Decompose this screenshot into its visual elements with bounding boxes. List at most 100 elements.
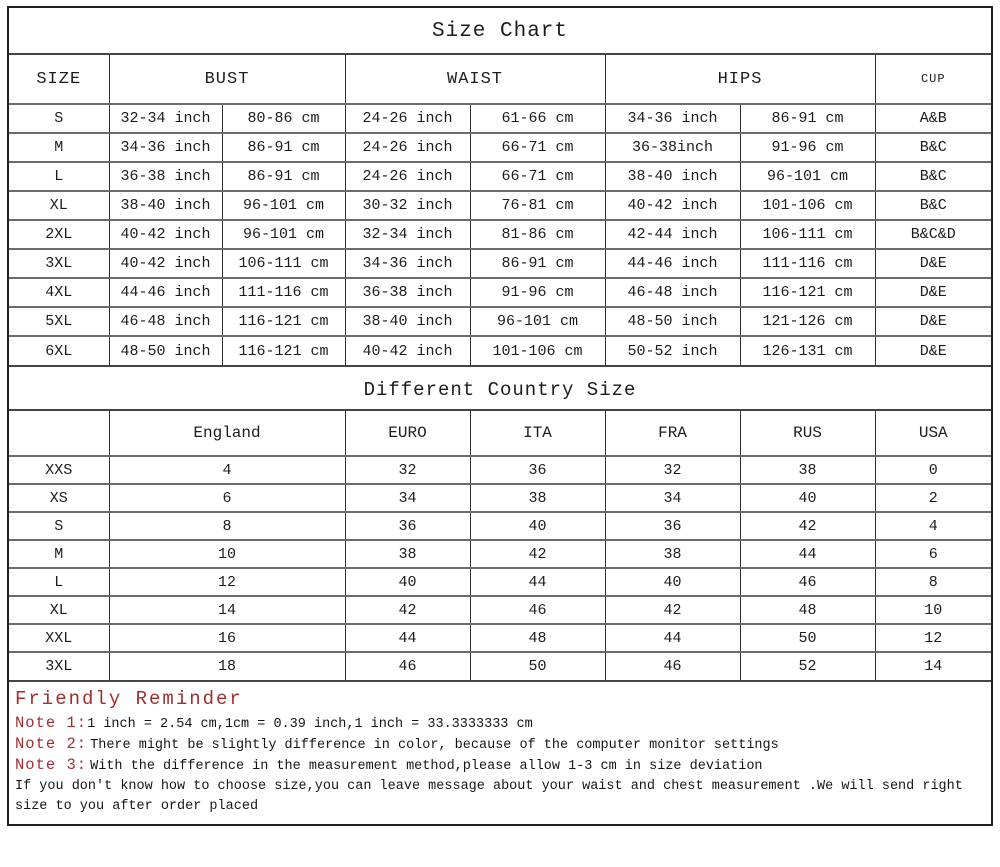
cell: 30-32 inch — [344, 190, 471, 221]
note-1-text: 1 inch = 2.54 cm,1cm = 0.39 inch,1 inch … — [87, 717, 533, 732]
size-row: XL 38-40 inch 96-101 cm 30-32 inch 76-81 cm 4… — [9, 190, 991, 221]
cell: 40 — [469, 511, 606, 541]
cell: 96-101 cm — [469, 306, 606, 337]
cell: 36-38 inch — [344, 277, 471, 308]
cell: 42-44 inch — [604, 219, 741, 250]
cell: 38-40 inch — [604, 161, 741, 192]
cell: 36 — [344, 511, 471, 541]
cell: 40 — [739, 483, 876, 513]
cell: B&C — [874, 190, 991, 221]
cell: 34 — [344, 483, 471, 513]
size-label-cell: 4XL — [9, 277, 110, 308]
note-1: Note 1:1 inch = 2.54 cm,1cm = 0.39 inch,… — [15, 714, 985, 732]
col-header-bust: BUST — [108, 55, 346, 105]
cell: 91-96 cm — [469, 277, 606, 308]
cell: 24-26 inch — [344, 161, 471, 192]
note-3: Note 3: With the difference in the measur… — [15, 756, 985, 774]
size-row: 3XL 40-42 inch 106-111 cm 34-36 inch 86-91 c… — [9, 248, 991, 279]
cell: 44 — [344, 623, 471, 653]
cell: 40-42 inch — [108, 248, 223, 279]
country-row: XXS 4 32 36 32 38 0 — [9, 455, 991, 485]
size-label-cell: M — [9, 132, 110, 163]
size-label-cell: M — [9, 539, 110, 569]
cell: 91-96 cm — [739, 132, 876, 163]
country-row: 3XL 18 46 50 46 52 14 — [9, 651, 991, 680]
size-row: M 34-36 inch 86-91 cm 24-26 inch 66-71 cm 36-… — [9, 132, 991, 163]
note-1-label: Note 1: — [15, 714, 88, 732]
cell: 121-126 cm — [739, 306, 876, 337]
country-size-title: Different Country Size — [9, 365, 991, 411]
cell: 46 — [739, 567, 876, 597]
cell: 36-38inch — [604, 132, 741, 163]
cell: 42 — [469, 539, 606, 569]
cell: 14 — [108, 595, 346, 625]
cell: 24-26 inch — [344, 103, 471, 134]
cell: 18 — [108, 651, 346, 680]
col-header-empty — [9, 411, 110, 457]
country-row: S 8 36 40 36 42 4 — [9, 511, 991, 541]
size-label-cell: XXS — [9, 455, 110, 485]
col-header-cup: CUP — [874, 55, 991, 105]
cell: 34 — [604, 483, 741, 513]
cell: 40 — [344, 567, 471, 597]
cell: 106-111 cm — [739, 219, 876, 250]
cell: 44 — [469, 567, 606, 597]
cell: 46 — [344, 651, 471, 680]
cell: 80-86 cm — [221, 103, 346, 134]
cell: 101-106 cm — [469, 335, 606, 365]
cell: 101-106 cm — [739, 190, 876, 221]
cell: 96-101 cm — [739, 161, 876, 192]
cell: 38 — [344, 539, 471, 569]
cell: B&C&D — [874, 219, 991, 250]
cell: 4 — [108, 455, 346, 485]
cell: 32-34 inch — [108, 103, 223, 134]
size-chart-sheet: Size Chart SIZE BUST WAIST HIPS CUP S 32-… — [7, 6, 993, 827]
note-2-label: Note 2: — [15, 735, 88, 753]
country-row: XXL 16 44 48 44 50 12 — [9, 623, 991, 653]
size-row: 2XL 40-42 inch 96-101 cm 32-34 inch 81-86 cm… — [9, 219, 991, 250]
cell: 14 — [874, 651, 991, 680]
country-size-table: England EURO ITA FRA RUS USA XXS 4 32 36 32 3… — [9, 411, 991, 680]
cell: 24-26 inch — [344, 132, 471, 163]
cell: 66-71 cm — [469, 161, 606, 192]
note-2-text: There might be slightly difference in co… — [90, 738, 779, 753]
cell: 44-46 inch — [604, 248, 741, 279]
cell: 50 — [739, 623, 876, 653]
cell: 38 — [469, 483, 606, 513]
cell: 10 — [108, 539, 346, 569]
cell: 86-91 cm — [739, 103, 876, 134]
size-label-cell: L — [9, 161, 110, 192]
footer-note: If you don't know how to choose size,you… — [15, 779, 963, 814]
note-2: Note 2: There might be slightly differenc… — [15, 735, 985, 753]
cell: 0 — [874, 455, 991, 485]
cell: D&E — [874, 335, 991, 365]
cell: 52 — [739, 651, 876, 680]
country-row: L 12 40 44 40 46 8 — [9, 567, 991, 597]
cell: 42 — [739, 511, 876, 541]
friendly-reminder-title: Friendly Reminder — [15, 688, 243, 710]
cell: 38 — [604, 539, 741, 569]
cell: D&E — [874, 277, 991, 308]
size-row: 4XL 44-46 inch 111-116 cm 36-38 inch 91-96 c… — [9, 277, 991, 308]
cell: 116-121 cm — [221, 306, 346, 337]
cell: 116-121 cm — [221, 335, 346, 365]
cell: 48 — [739, 595, 876, 625]
cell: 8 — [108, 511, 346, 541]
cell: 76-81 cm — [469, 190, 606, 221]
cell: 106-111 cm — [221, 248, 346, 279]
cell: 48 — [469, 623, 606, 653]
cell: 10 — [874, 595, 991, 625]
note-3-text: With the difference in the measurement m… — [90, 759, 763, 774]
cell: 36 — [604, 511, 741, 541]
size-label-cell: XL — [9, 190, 110, 221]
cell: 46-48 inch — [604, 277, 741, 308]
cell: B&C — [874, 132, 991, 163]
cell: 42 — [344, 595, 471, 625]
cell: 38-40 inch — [108, 190, 223, 221]
cell: 48-50 inch — [604, 306, 741, 337]
size-chart-header-row: SIZE BUST WAIST HIPS CUP — [9, 55, 991, 105]
cell: 34-36 inch — [108, 132, 223, 163]
cell: 116-121 cm — [739, 277, 876, 308]
cell: 96-101 cm — [221, 219, 346, 250]
size-label-cell: 3XL — [9, 651, 110, 680]
